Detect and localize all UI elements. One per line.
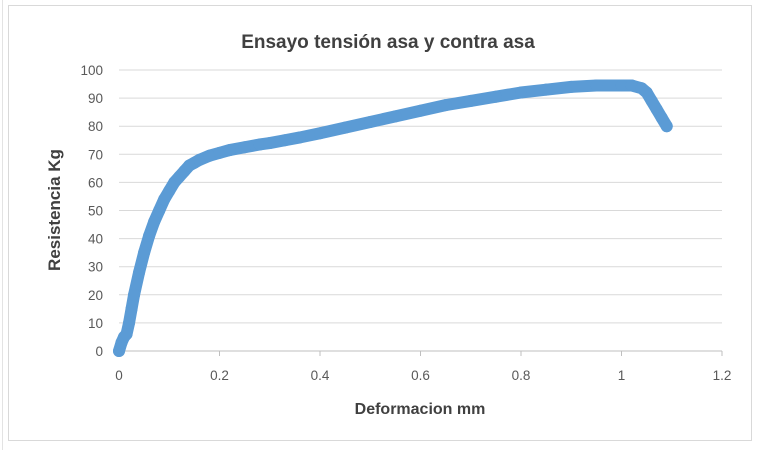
data-point <box>133 266 146 279</box>
data-point <box>120 328 133 341</box>
data-point <box>565 80 578 93</box>
y-tick-label: 40 <box>88 232 103 247</box>
x-tick-labels: 0 0.2 0.4 0.6 0.8 1 1.2 <box>115 368 731 383</box>
data-point <box>590 79 603 92</box>
axes <box>118 350 723 356</box>
data-point <box>238 141 251 154</box>
y-axis-title: Resistencia Kg <box>45 149 64 271</box>
y-tick-label: 10 <box>88 316 103 331</box>
data-point <box>389 110 402 123</box>
y-tick-label: 50 <box>88 204 103 219</box>
data-point <box>314 127 326 140</box>
data-point <box>625 79 638 92</box>
x-tick-label: 0.8 <box>512 368 531 383</box>
y-tick-label: 100 <box>80 63 103 78</box>
data-point <box>213 146 226 159</box>
x-tick-label: 0.6 <box>411 368 430 383</box>
data-point <box>253 138 266 151</box>
data-point <box>153 204 166 217</box>
chart-area <box>8 5 752 441</box>
y-tick-label: 90 <box>88 91 103 106</box>
data-point <box>660 120 673 133</box>
y-tick-labels: 0 10 20 30 40 50 60 70 80 90 100 <box>80 63 103 359</box>
data-point <box>540 83 553 96</box>
y-tick-label: 20 <box>88 288 103 303</box>
data-point <box>464 94 477 107</box>
data-point <box>263 137 276 150</box>
x-tick-label: 0.4 <box>311 368 330 383</box>
window-edge-divider <box>2 0 3 450</box>
y-tick-label: 30 <box>88 260 103 275</box>
data-point <box>123 316 136 329</box>
x-tick-label: 0.2 <box>210 368 229 383</box>
x-tick-label: 1.2 <box>713 368 732 383</box>
x-axis-title: Deformacion mm <box>355 401 486 418</box>
data-point <box>203 149 216 162</box>
data-point <box>278 134 291 147</box>
chart-title: Ensayo tensión asa y contra asa <box>241 32 535 53</box>
data-series <box>113 79 673 357</box>
data-point <box>148 215 161 228</box>
x-tick-label: 0 <box>115 368 123 383</box>
data-point <box>515 86 527 99</box>
data-point <box>223 144 236 157</box>
data-point <box>439 99 452 112</box>
data-point <box>364 115 377 128</box>
data-point <box>615 79 628 92</box>
series-line-0 <box>113 79 673 357</box>
data-point <box>143 229 156 242</box>
y-tick-label: 70 <box>88 147 103 162</box>
y-tick-label: 80 <box>88 119 103 134</box>
data-point <box>293 131 306 144</box>
data-point <box>339 121 352 134</box>
data-point <box>138 246 151 259</box>
y-tick-label: 60 <box>88 175 103 190</box>
data-point <box>128 288 141 301</box>
gridlines <box>119 69 722 324</box>
data-point <box>193 153 206 166</box>
data-point <box>414 104 427 117</box>
data-point <box>125 302 138 315</box>
y-tick-label: 0 <box>95 344 103 359</box>
x-tick-label: 1 <box>618 368 626 383</box>
data-point <box>489 90 502 103</box>
